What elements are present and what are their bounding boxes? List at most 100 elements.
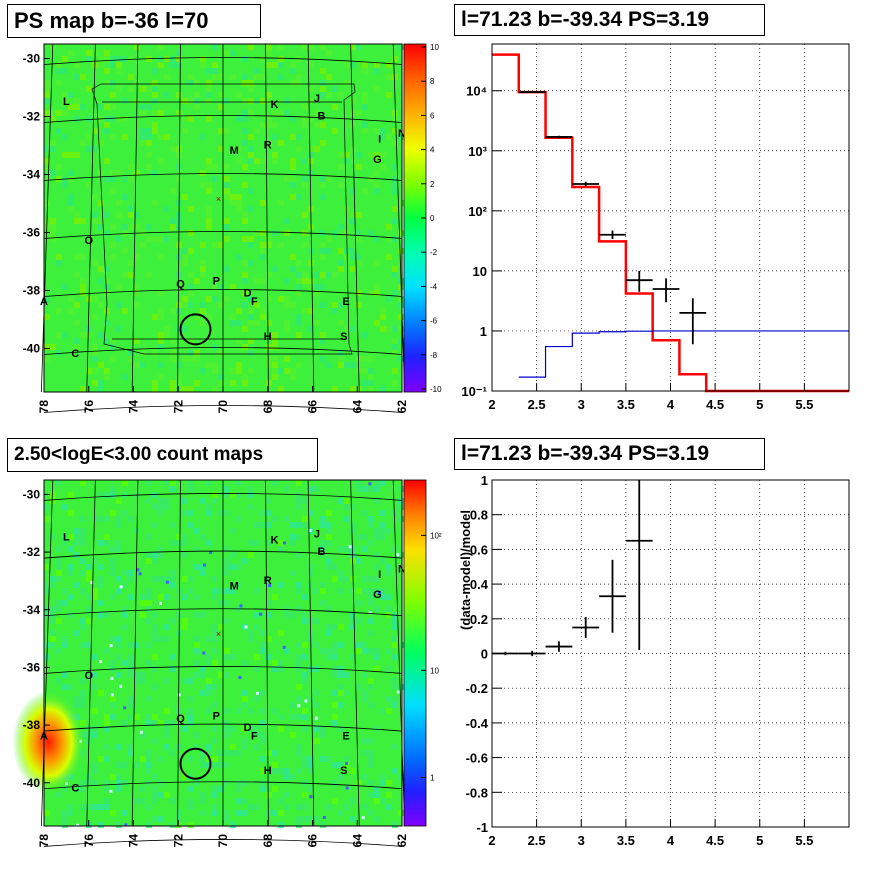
map-pixel [188, 804, 194, 810]
map-pixel [362, 68, 368, 74]
map-pixel [152, 68, 158, 74]
map-xtick-label: 72 [171, 400, 185, 414]
map-pixel [374, 606, 380, 612]
map-pixel [74, 302, 80, 308]
map-pixel [68, 612, 74, 618]
map-pixel [200, 666, 206, 672]
map-pixel [278, 140, 284, 146]
map-pixel [74, 344, 80, 350]
map-pixel [248, 636, 254, 642]
map-pixel [302, 182, 308, 188]
map-pixel [122, 660, 128, 666]
source-label-b: B [317, 110, 325, 122]
map-pixel [188, 678, 194, 684]
map-pixel [242, 290, 248, 296]
map-pixel [212, 362, 218, 368]
map-pixel [194, 636, 200, 642]
count-outlier [268, 584, 272, 588]
map-pixel [308, 260, 314, 266]
map-pixel [62, 92, 68, 98]
xtick-label: 4.5 [706, 833, 724, 848]
map-pixel [176, 110, 182, 116]
map-pixel [74, 212, 80, 218]
map-pixel [128, 224, 134, 230]
xtick-label: 4.5 [706, 397, 724, 412]
map-pixel [212, 164, 218, 170]
map-pixel [368, 756, 374, 762]
map-pixel [182, 534, 188, 540]
map-pixel [86, 564, 92, 570]
map-pixel [242, 660, 248, 666]
map-pixel [116, 236, 122, 242]
map-pixel [320, 516, 326, 522]
map-pixel [332, 308, 338, 314]
map-pixel [320, 600, 326, 606]
map-pixel [326, 272, 332, 278]
map-pixel [146, 104, 152, 110]
map-pixel [248, 320, 254, 326]
map-pixel [368, 810, 374, 816]
map-pixel [110, 116, 116, 122]
map-pixel [398, 200, 404, 206]
map-pixel [260, 158, 266, 164]
map-pixel [386, 696, 392, 702]
map-pixel [314, 666, 320, 672]
map-pixel [56, 480, 62, 486]
map-pixel [242, 272, 248, 278]
map-pixel [92, 726, 98, 732]
map-pixel [380, 522, 386, 528]
map-pixel [206, 762, 212, 768]
map-pixel [206, 654, 212, 660]
map-pixel [188, 522, 194, 528]
map-pixel [236, 810, 242, 816]
map-pixel [350, 798, 356, 804]
map-pixel [74, 786, 80, 792]
map-pixel [170, 62, 176, 68]
map-pixel [152, 200, 158, 206]
map-pixel [332, 86, 338, 92]
source-label-k: K [270, 534, 278, 546]
map-pixel [368, 374, 374, 380]
map-pixel [302, 272, 308, 278]
map-pixel [248, 242, 254, 248]
map-pixel [224, 188, 230, 194]
map-pixel [110, 104, 116, 110]
map-pixel [110, 344, 116, 350]
map-pixel [212, 762, 218, 768]
center-marker: × [216, 629, 221, 639]
map-pixel [356, 152, 362, 158]
map-pixel [236, 492, 242, 498]
map-pixel [356, 780, 362, 786]
map-pixel [200, 564, 206, 570]
map-pixel [128, 356, 134, 362]
map-pixel [134, 284, 140, 290]
map-pixel [266, 296, 272, 302]
map-pixel [200, 756, 206, 762]
map-pixel [296, 750, 302, 756]
map-pixel [212, 296, 218, 302]
map-pixel [170, 146, 176, 152]
map-pixel [332, 272, 338, 278]
map-pixel [158, 362, 164, 368]
map-pixel [158, 332, 164, 338]
map-pixel [284, 368, 290, 374]
map-pixel [350, 254, 356, 260]
map-pixel [176, 164, 182, 170]
map-bottom-title: 2.50<logE<3.00 count maps [7, 438, 318, 472]
map-pixel [80, 284, 86, 290]
map-pixel [116, 212, 122, 218]
map-pixel [104, 804, 110, 810]
map-pixel [398, 684, 404, 690]
map-pixel [272, 362, 278, 368]
map-pixel [308, 582, 314, 588]
map-pixel [92, 588, 98, 594]
map-pixel [338, 702, 344, 708]
map-pixel [350, 188, 356, 194]
map-pixel [356, 486, 362, 492]
map-pixel [50, 230, 56, 236]
map-pixel [398, 774, 404, 780]
map-pixel [248, 308, 254, 314]
map-pixel [290, 194, 296, 200]
map-pixel [62, 684, 68, 690]
map-pixel [80, 386, 86, 392]
